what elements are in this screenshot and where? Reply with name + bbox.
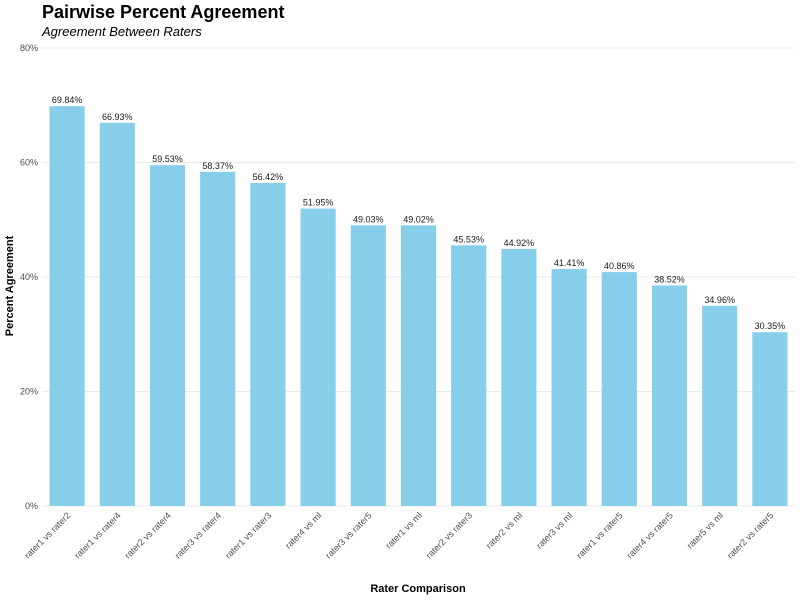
bar [350, 225, 386, 506]
bar [501, 248, 537, 506]
x-tick-label: rater3 vs rater5 [323, 510, 373, 560]
bar [400, 225, 437, 506]
data-label: 44.92% [504, 238, 535, 248]
bar [200, 171, 236, 506]
bar [651, 285, 688, 506]
data-label: 40.86% [604, 261, 635, 271]
data-label: 30.35% [755, 321, 786, 331]
x-tick-label: rater3 vs rater4 [173, 510, 223, 560]
data-label: 59.53% [152, 154, 183, 164]
bar [99, 122, 135, 507]
data-label: 49.03% [353, 214, 384, 224]
x-tick-label: rater2 vs rater5 [725, 510, 775, 560]
data-label: 66.93% [102, 112, 133, 122]
data-label: 58.37% [202, 161, 233, 171]
x-axis-ticks: rater1 vs rater2 rater1 vs rater4 rater2 v… [22, 510, 775, 560]
data-label: 49.02% [403, 214, 434, 224]
y-tick-label: 20% [20, 387, 38, 397]
data-label: 41.41% [554, 258, 585, 268]
bar [752, 332, 788, 506]
x-tick-label: rater1 vs rater5 [574, 510, 624, 560]
bar [551, 268, 587, 506]
data-label: 38.52% [654, 274, 685, 284]
chart-subtitle: Agreement Between Raters [42, 24, 202, 39]
x-tick-label: rater5 vs ml [685, 510, 725, 550]
data-labels: 69.84% 66.93% 59.53% 58.37% 56.42% 51.95% 49.0… [52, 95, 785, 331]
y-tick-label: 40% [20, 272, 38, 282]
y-tick-label: 0% [25, 501, 38, 511]
bar [300, 208, 336, 506]
x-tick-label: rater1 vs ml [384, 510, 424, 550]
bar [702, 305, 738, 506]
x-tick-label: rater2 vs rater4 [123, 510, 173, 560]
y-tick-label: 60% [20, 158, 38, 168]
bar [601, 272, 637, 506]
bar [250, 182, 286, 507]
x-tick-label: rater2 vs ml [484, 510, 524, 550]
y-axis-title: Percent Agreement [4, 235, 16, 336]
x-tick-label: rater1 vs rater3 [223, 510, 273, 560]
x-axis-title: Rater Comparison [370, 583, 466, 595]
data-label: 45.53% [453, 234, 484, 244]
data-label: 69.84% [52, 95, 83, 105]
data-label: 34.96% [704, 295, 735, 305]
data-label: 51.95% [303, 198, 334, 208]
data-label: 56.42% [253, 172, 284, 182]
bar [149, 165, 186, 507]
bars [49, 106, 788, 507]
bar [49, 106, 85, 506]
x-tick-label: rater2 vs rater3 [424, 510, 474, 560]
y-tick-label: 80% [20, 43, 38, 53]
x-tick-label: rater4 vs rater5 [625, 510, 675, 560]
x-tick-label: rater1 vs rater2 [22, 510, 72, 560]
chart-title: Pairwise Percent Agreement [42, 2, 285, 22]
x-tick-label: rater3 vs ml [534, 510, 574, 550]
x-tick-label: rater1 vs rater4 [72, 510, 122, 560]
x-tick-label: rater4 vs ml [283, 510, 323, 550]
y-axis-ticks: 0% 20% 40% 60% 80% [20, 43, 38, 511]
bar [451, 245, 487, 506]
